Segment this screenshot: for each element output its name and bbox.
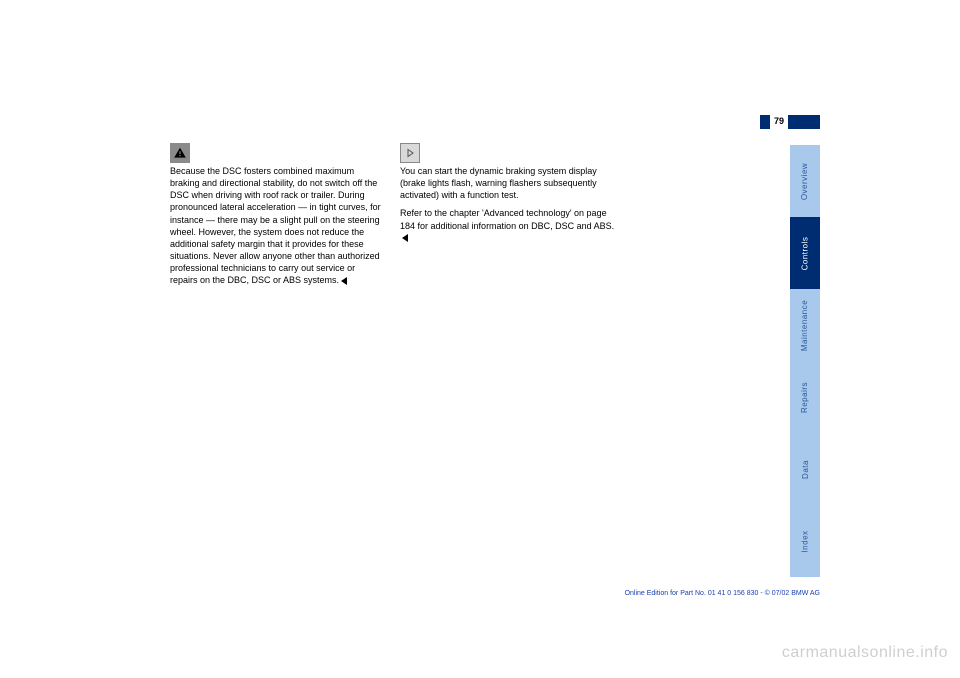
body-column-1: Because the DSC fosters combined maximum… bbox=[170, 143, 385, 292]
page-number-block: 79 bbox=[760, 115, 820, 129]
tab-label: Index bbox=[800, 530, 809, 552]
body-text: You can start the dynamic braking system… bbox=[400, 166, 597, 200]
tab-label: Controls bbox=[801, 236, 810, 270]
body-text: Because the DSC fosters combined maximum… bbox=[170, 166, 381, 285]
tab-overview[interactable]: Overview bbox=[790, 145, 820, 217]
tab-label: Maintenance bbox=[801, 299, 810, 350]
tab-repairs[interactable]: Repairs bbox=[790, 361, 820, 433]
watermark: carmanualsonline.info bbox=[782, 644, 948, 662]
note-icon bbox=[400, 143, 420, 163]
warning-icon bbox=[170, 143, 190, 163]
footer-text: Online Edition for Part No. 01 41 0 156 … bbox=[625, 590, 820, 597]
page-number-accent-left bbox=[760, 115, 770, 129]
tab-data[interactable]: Data bbox=[790, 433, 820, 505]
paragraph-end-icon bbox=[341, 277, 347, 285]
body-paragraph: Because the DSC fosters combined maximum… bbox=[170, 165, 385, 286]
body-paragraph: You can start the dynamic braking system… bbox=[400, 165, 615, 201]
tab-maintenance[interactable]: Maintenance bbox=[790, 289, 820, 361]
tab-label: Repairs bbox=[801, 381, 810, 412]
tab-label: Data bbox=[801, 460, 810, 479]
body-paragraph: Refer to the chapter 'Advanced technolog… bbox=[400, 207, 615, 243]
body-text: Refer to the chapter 'Advanced technolog… bbox=[400, 208, 614, 230]
page-number-accent-right bbox=[788, 115, 820, 129]
tab-controls[interactable]: Controls bbox=[790, 217, 820, 289]
paragraph-end-icon bbox=[402, 234, 408, 242]
side-tabs: Overview Controls Maintenance Repairs Da… bbox=[790, 145, 820, 577]
tab-label: Overview bbox=[801, 162, 810, 199]
body-column-2: You can start the dynamic braking system… bbox=[400, 143, 615, 250]
tab-index[interactable]: Index bbox=[790, 505, 820, 577]
page-number: 79 bbox=[770, 115, 788, 129]
manual-page: 79 Overview Controls Maintenance Repairs… bbox=[140, 115, 820, 605]
